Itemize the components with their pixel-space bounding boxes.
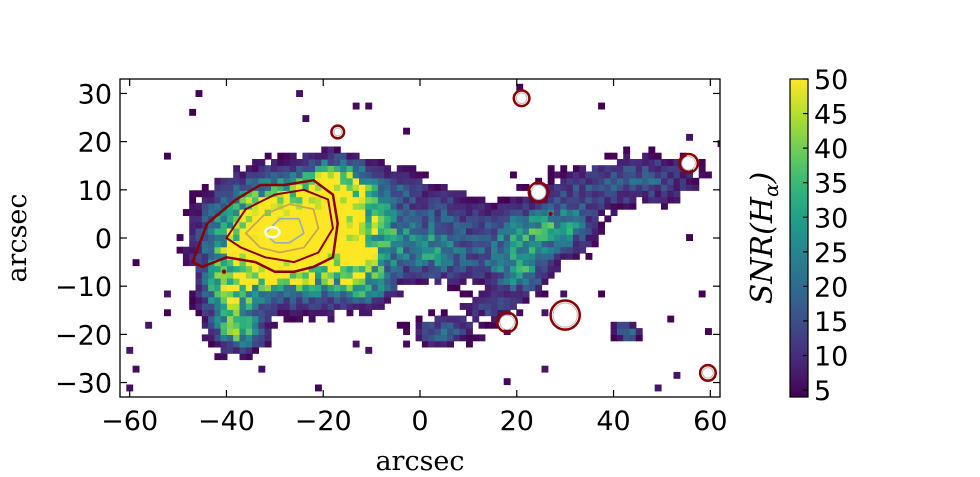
colorbar-label-text: SNR(H — [745, 196, 780, 304]
colorbar-label: SNR(Hα) — [745, 172, 783, 305]
colorbar-tick-label: 20 — [814, 272, 848, 303]
colorbar-tick-label: 45 — [814, 100, 848, 131]
point-source-core — [681, 156, 696, 171]
x-axis: −60 −40 −20 0 20 40 60 — [101, 79, 728, 437]
colorbar-label-close: ) — [745, 172, 780, 185]
colorbar-label-subscript: α — [759, 183, 783, 197]
colorbar-tick-label: 5 — [814, 376, 831, 407]
y-tick-label: 10 — [78, 176, 112, 207]
x-tick-label: −20 — [295, 406, 352, 437]
y-tick-label: −20 — [55, 320, 112, 351]
y-tick-label: −10 — [55, 272, 112, 303]
point-source-marker — [527, 181, 550, 204]
colorbar-tick-label: 40 — [814, 134, 848, 165]
x-tick-label: 40 — [596, 406, 630, 437]
colorbar-tick-label: 30 — [814, 203, 848, 234]
point-source-core — [552, 302, 578, 328]
point-source-core — [515, 92, 528, 105]
heatmap-plot — [126, 83, 720, 392]
colorbar-tick-label: 50 — [814, 65, 848, 96]
x-tick-label: −40 — [198, 406, 255, 437]
y-tick-label: 30 — [78, 79, 112, 110]
x-tick-label: 60 — [693, 406, 727, 437]
y-axis: −30 −20 −10 0 10 20 30 — [55, 79, 720, 400]
point-source-marker — [678, 152, 700, 174]
y-tick-label: 20 — [78, 128, 112, 159]
x-tick-label: 0 — [411, 406, 428, 437]
y-tick-label: 0 — [95, 224, 112, 255]
point-source-core — [333, 127, 343, 137]
colorbar-gradient — [789, 78, 809, 398]
y-axis-label: arcsec — [2, 193, 33, 282]
point-source-marker — [698, 363, 717, 382]
point-source-core — [530, 184, 547, 200]
point-source-marker — [549, 299, 581, 331]
point-source-marker — [512, 89, 531, 108]
colorbar-tick-label: 15 — [814, 307, 848, 338]
y-tick-label: −30 — [55, 369, 112, 400]
x-tick-label: 20 — [500, 406, 534, 437]
point-source-marker — [330, 124, 346, 140]
colorbar-tick-label: 35 — [814, 169, 848, 200]
colorbar-tick-label: 25 — [814, 238, 848, 269]
x-axis-label: arcsec — [375, 446, 464, 477]
x-tick-label: −60 — [101, 406, 158, 437]
point-source-core — [499, 314, 515, 331]
colorbar-tick-label: 10 — [814, 342, 848, 373]
point-source-marker — [496, 311, 519, 334]
point-source-core — [702, 367, 714, 379]
